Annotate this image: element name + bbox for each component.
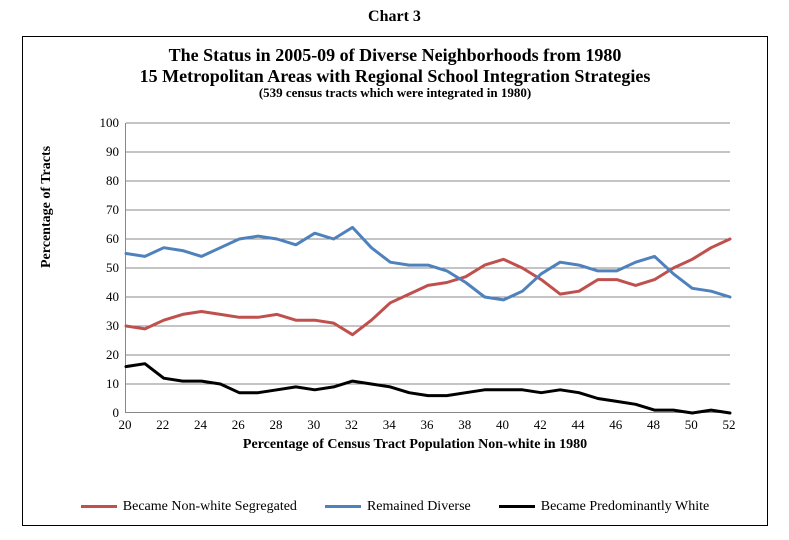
x-tick-label: 46 [609,417,622,433]
series-svg [126,123,730,413]
x-tick-label: 28 [270,417,283,433]
x-tick-label: 26 [232,417,245,433]
y-tick-label: 80 [87,173,119,189]
legend-label: Became Predominantly White [541,499,709,514]
legend-label: Remained Diverse [367,499,471,514]
legend-label: Became Non-white Segregated [123,499,297,514]
y-tick-label: 50 [87,260,119,276]
chart-title-line1: The Status in 2005-09 of Diverse Neighbo… [23,45,767,66]
x-tick-label: 36 [421,417,434,433]
y-tick-label: 100 [87,115,119,131]
y-tick-label: 20 [87,347,119,363]
x-tick-label: 30 [307,417,320,433]
legend-item-remained-diverse: Remained Diverse [325,499,471,515]
x-axis-title: Percentage of Census Tract Population No… [85,437,745,453]
series-became-white [126,364,730,413]
x-tick-label: 22 [156,417,169,433]
x-tick-label: 24 [194,417,207,433]
y-tick-label: 10 [87,376,119,392]
page: Chart 3 The Status in 2005-09 of Diverse… [0,0,789,540]
chart-container: The Status in 2005-09 of Diverse Neighbo… [22,36,768,526]
chart-title: The Status in 2005-09 of Diverse Neighbo… [23,37,767,101]
chart-title-line2: 15 Metropolitan Areas with Regional Scho… [23,66,767,87]
x-tick-label: 32 [345,417,358,433]
legend-swatch [499,505,535,508]
x-tick-label: 20 [119,417,132,433]
chart-title-line3: (539 census tracts which were integrated… [23,86,767,101]
x-tick-label: 34 [383,417,396,433]
series-became-nonwhite [126,239,730,335]
x-tick-label: 38 [458,417,471,433]
y-axis-title: Percentage of Tracts [39,146,55,268]
legend-item-became-nonwhite: Became Non-white Segregated [81,499,297,515]
y-tick-label: 60 [87,231,119,247]
x-tick-label: 42 [534,417,547,433]
y-tick-label: 0 [87,405,119,421]
y-tick-label: 40 [87,289,119,305]
y-tick-label: 90 [87,144,119,160]
page-top-title: Chart 3 [0,0,789,32]
plot-wrap: Percentage of Tracts 0102030405060708090… [85,123,745,443]
x-tick-label: 44 [572,417,585,433]
legend-item-became-white: Became Predominantly White [499,499,709,515]
plot-area [125,123,729,413]
y-tick-label: 70 [87,202,119,218]
x-tick-label: 48 [647,417,660,433]
y-tick-label: 30 [87,318,119,334]
series-remained-diverse [126,227,730,300]
x-tick-label: 50 [685,417,698,433]
x-tick-label: 52 [723,417,736,433]
legend-swatch [81,505,117,508]
x-tick-label: 40 [496,417,509,433]
legend: Became Non-white Segregated Remained Dive… [23,499,767,515]
legend-swatch [325,505,361,508]
